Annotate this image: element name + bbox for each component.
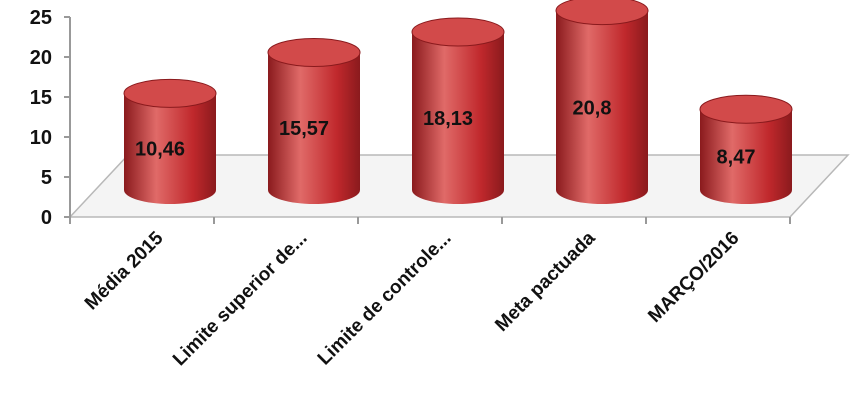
y-tick-label: 0: [41, 207, 52, 229]
x-category-label: Limite de controle...: [314, 228, 456, 370]
y-axis: 0 5 10 15 20 25: [30, 7, 791, 229]
bar: [123, 78, 217, 204]
bar-body: [700, 109, 792, 204]
x-axis-labels: Média 2015 Limite superior de... Limite de…: [81, 227, 744, 370]
x-category-label: MARÇO/2016: [644, 228, 743, 327]
y-tick-label: 15: [30, 87, 52, 109]
bar-body: [124, 93, 216, 204]
bar-top: [267, 37, 361, 67]
data-label: 15,57: [279, 118, 329, 140]
data-label: 18,13: [423, 108, 473, 130]
bar-top: [123, 78, 217, 108]
y-tick-label: 5: [41, 167, 52, 189]
data-label: 20,8: [573, 97, 612, 119]
bar: [555, 0, 649, 204]
y-tick-label: 20: [30, 47, 52, 69]
bar: [267, 37, 361, 204]
bar-body: [268, 52, 360, 204]
data-label: 8,47: [717, 147, 756, 169]
bar-body: [412, 31, 504, 205]
x-category-label: Média 2015: [81, 227, 168, 314]
x-category-label: Limite superior de...: [169, 228, 312, 371]
bar-series: [123, 0, 793, 205]
bar-top: [699, 94, 793, 124]
bar-body: [556, 10, 648, 204]
bar-top: [555, 0, 649, 26]
bar-top: [411, 17, 505, 47]
bar: [699, 94, 793, 204]
bar: [411, 17, 505, 205]
y-tick-label: 10: [30, 127, 52, 149]
data-label: 10,46: [135, 139, 185, 161]
x-category-label: Meta pactuada: [491, 227, 599, 335]
data-labels: 10,46 15,57 18,13 20,8 8,47: [135, 97, 756, 168]
y-tick-label: 25: [30, 7, 52, 29]
